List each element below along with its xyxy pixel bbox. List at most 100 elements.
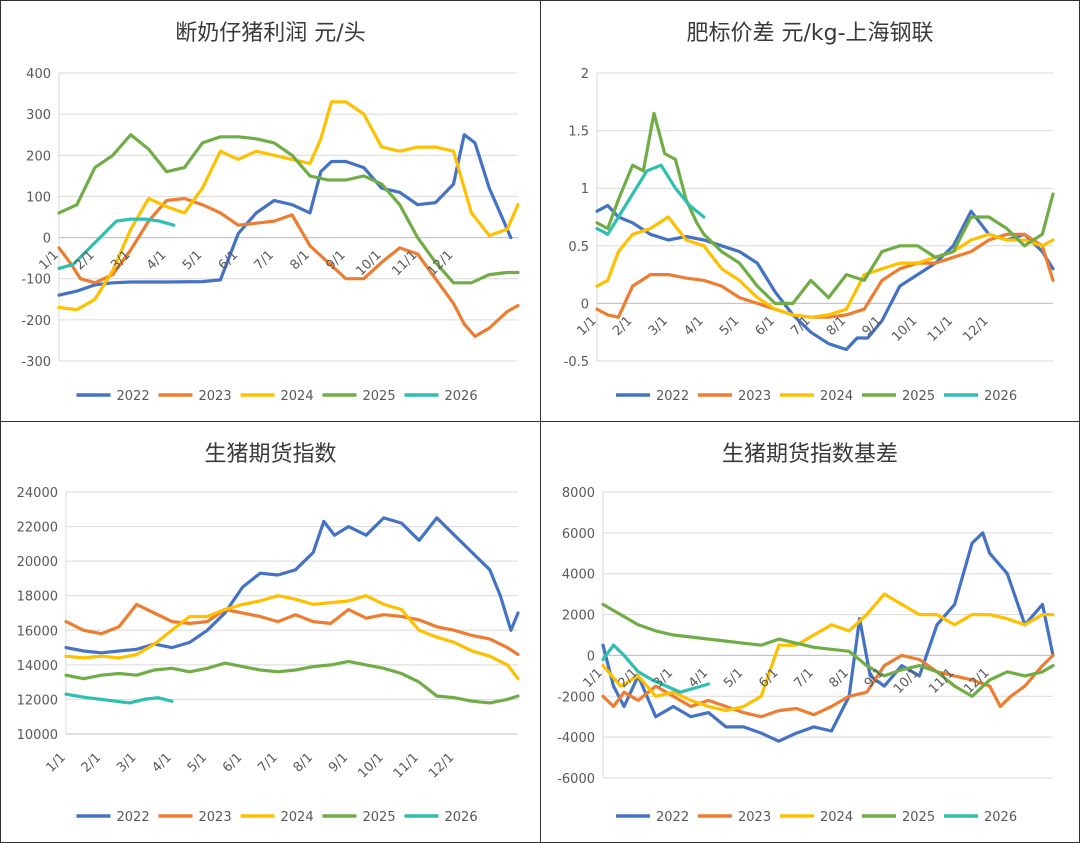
y-tick-label: 24000 [17, 486, 58, 501]
series-line-2026 [601, 643, 711, 694]
x-tick-label: 8/1 [287, 248, 312, 273]
legend-label-2026: 2026 [984, 810, 1017, 825]
x-tick-label: 5/1 [721, 666, 746, 691]
y-tick-label: 0 [581, 297, 589, 312]
legend-label-2025: 2025 [902, 810, 935, 825]
y-tick-label: -4000 [557, 731, 595, 746]
y-tick-label: 10000 [17, 728, 58, 743]
series-line-2024 [601, 592, 1055, 713]
x-tick-label: 7/1 [255, 750, 280, 775]
legend-label-2024: 2024 [820, 389, 853, 404]
x-tick-label: 4/1 [686, 666, 711, 691]
y-tick-label: 400 [26, 67, 51, 82]
x-tick-label: 6/1 [220, 750, 245, 775]
y-tick-label: 0.5 [568, 240, 589, 255]
y-tick-label: -100 [21, 273, 51, 288]
y-tick-label: -200 [21, 314, 51, 329]
y-tick-label: 100 [26, 190, 51, 205]
x-tick-label: 4/1 [149, 750, 174, 775]
chart-panel-hog-futures-basis: 生猪期货指数基差 8000 6000 4000 2000 0 -2000 -4000 -600… [540, 421, 1080, 843]
x-tick-label: 5/1 [185, 750, 210, 775]
legend-label-2025: 2025 [363, 810, 396, 825]
x-tick-label: 12/1 [426, 750, 457, 781]
x-tick-label: 6/1 [216, 248, 241, 273]
series-line-2022 [57, 133, 513, 297]
series-line-2023 [64, 602, 520, 657]
y-tick-label: -2000 [557, 690, 595, 705]
legend-label-2026: 2026 [445, 389, 478, 404]
y-tick-label: 6000 [562, 527, 595, 542]
chart-title: 生猪期货指数 [204, 442, 337, 467]
chart-svg: 21.510.50-0.51/1 2/1 3/1 4/1 5/1 6/1 7/1 8/1 9/1… [564, 67, 1055, 404]
x-tick-label: 10/1 [889, 314, 920, 345]
x-tick-label: 6/1 [756, 666, 781, 691]
y-tick-label: -6000 [557, 772, 595, 787]
legend-label-2022: 2022 [117, 810, 150, 825]
x-tick-label: 8/1 [291, 750, 316, 775]
chart-svg: 24000 22000 20000 18000 16000 14000 12000 10000… [17, 486, 520, 825]
y-tick-label: 0 [587, 649, 595, 664]
y-tick-label: 12000 [17, 693, 58, 708]
legend-label-2025: 2025 [363, 389, 396, 404]
y-tick-label: 18000 [17, 590, 58, 605]
chart-panel-weaner-profit: 断奶仔猪利润 元/头 400 300 200 100 0 -100 -200 -300 1/1 2… [0, 0, 541, 422]
x-tick-label: 4/1 [681, 314, 706, 339]
x-tick-label: 11/1 [391, 750, 422, 781]
x-tick-label: 3/1 [114, 750, 139, 775]
chart-panel-hog-futures-index: 生猪期货指数 24000 22000 20000 18000 16000 14000 120… [0, 421, 541, 843]
series-line-2024 [64, 594, 520, 681]
series-line-2025 [601, 602, 1055, 698]
y-tick-label: 2000 [562, 609, 595, 624]
legend-label-2023: 2023 [738, 389, 771, 404]
y-tick-label: 2 [581, 67, 589, 82]
chart-title: 断奶仔猪利润 元/头 [175, 21, 366, 46]
x-tick-label: 1/1 [580, 666, 605, 691]
y-tick-label: 200 [26, 149, 51, 164]
x-tick-label: 5/1 [180, 248, 205, 273]
series-line-2025 [595, 111, 1055, 305]
legend-label-2023: 2023 [199, 389, 232, 404]
legend-label-2025: 2025 [902, 389, 935, 404]
legend-label-2026: 2026 [445, 810, 478, 825]
x-tick-label: 9/1 [326, 750, 351, 775]
series-line-2026 [64, 692, 174, 705]
x-tick-label: 9/1 [859, 314, 884, 339]
x-tick-label: 2/1 [79, 750, 104, 775]
y-tick-label: 20000 [17, 555, 58, 570]
x-tick-label: 1/1 [574, 314, 599, 339]
x-tick-label: 8/1 [827, 666, 852, 691]
series-line-2025 [64, 659, 520, 705]
series-line-2022 [64, 516, 520, 655]
x-tick-label: 6/1 [753, 314, 778, 339]
legend-label-2023: 2023 [199, 810, 232, 825]
series-line-2024 [57, 100, 520, 312]
legend-label-2024: 2024 [281, 389, 314, 404]
chart-title: 肥标价差 元/kg-上海钢联 [686, 21, 934, 46]
series-line-2026 [57, 217, 176, 270]
y-tick-label: 16000 [17, 624, 58, 639]
x-tick-label: 10/1 [355, 750, 386, 781]
y-tick-label: -300 [21, 355, 51, 370]
y-tick-label: 14000 [17, 659, 58, 674]
x-tick-label: 12/1 [960, 314, 991, 345]
y-tick-label: 0 [43, 232, 51, 247]
chart-panel-fat-standard-spread: 肥标价差 元/kg-上海钢联 2 1.5 1 0.5 0 -0.5 1/1 2/1 3/1 4/1… [540, 0, 1080, 422]
y-tick-label: 22000 [17, 521, 58, 536]
y-tick-label: -0.5 [564, 355, 589, 370]
series-line-2023 [57, 196, 520, 338]
legend-label-2022: 2022 [656, 810, 689, 825]
series-line-2022 [595, 203, 1055, 352]
legend-label-2022: 2022 [117, 389, 150, 404]
y-tick-label: 1 [581, 182, 589, 197]
series-line-2025 [57, 133, 520, 285]
x-tick-label: 1/1 [43, 750, 68, 775]
legend-label-2024: 2024 [281, 810, 314, 825]
series-line-2022 [601, 531, 1055, 743]
chart-title: 生猪期货指数基差 [721, 442, 898, 467]
x-tick-label: 7/1 [252, 248, 277, 273]
legend-label-2022: 2022 [656, 389, 689, 404]
series-line-2026 [595, 163, 706, 236]
